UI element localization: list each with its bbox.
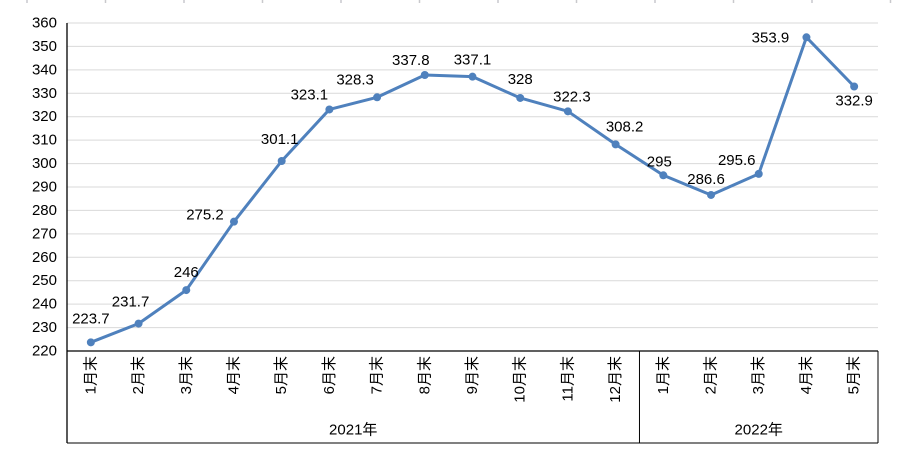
y-tick-label: 260 bbox=[32, 249, 57, 266]
data-point-label: 308.2 bbox=[606, 118, 644, 135]
x-tick-label: 3月末 bbox=[178, 356, 195, 394]
data-point-marker bbox=[134, 319, 143, 328]
y-tick-label: 360 bbox=[32, 15, 57, 32]
data-point-marker bbox=[229, 217, 238, 226]
y-tick-label: 250 bbox=[32, 272, 57, 289]
x-tick-label: 4月末 bbox=[798, 356, 815, 394]
x-tick-label: 6月末 bbox=[321, 356, 338, 394]
data-point-marker bbox=[373, 93, 382, 102]
data-point-marker bbox=[563, 107, 572, 116]
x-tick-label: 10月末 bbox=[512, 356, 529, 403]
y-tick-label: 230 bbox=[32, 319, 57, 336]
y-tick-label: 330 bbox=[32, 85, 57, 102]
x-tick-label: 2月末 bbox=[130, 356, 147, 394]
x-tick-label: 8月末 bbox=[416, 356, 433, 394]
data-point-label: 322.3 bbox=[553, 88, 591, 105]
data-point-label: 353.9 bbox=[752, 29, 790, 46]
data-point-label: 275.2 bbox=[186, 207, 224, 224]
data-point-label: 332.9 bbox=[835, 92, 873, 109]
data-point-label: 328.3 bbox=[336, 71, 374, 88]
data-point-marker bbox=[277, 156, 286, 165]
data-point-marker bbox=[802, 33, 811, 42]
data-point-label: 231.7 bbox=[112, 294, 150, 311]
y-tick-label: 240 bbox=[32, 296, 57, 313]
data-point-label: 295.6 bbox=[718, 152, 756, 169]
data-point-marker bbox=[86, 338, 95, 347]
series-line bbox=[89, 35, 856, 344]
x-tick-label: 5月末 bbox=[846, 356, 863, 394]
x-tick-label: 3月末 bbox=[750, 356, 767, 394]
data-point-label: 323.1 bbox=[291, 86, 329, 103]
x-tick-label: 12月末 bbox=[607, 356, 624, 403]
y-tick-label: 300 bbox=[32, 155, 57, 172]
y-tick-label: 280 bbox=[32, 202, 57, 219]
y-tick-label: 220 bbox=[32, 343, 57, 360]
data-point-marker bbox=[611, 140, 620, 149]
data-point-marker bbox=[420, 71, 429, 80]
data-point-marker bbox=[707, 190, 716, 199]
data-point-label: 337.1 bbox=[454, 52, 492, 69]
x-tick-label: 9月末 bbox=[464, 356, 481, 394]
x-tick-label: 1月末 bbox=[655, 356, 672, 394]
y-tick-label: 350 bbox=[32, 38, 57, 55]
x-tick-label: 1月末 bbox=[82, 356, 99, 394]
y-tick-label: 340 bbox=[32, 61, 57, 78]
data-point-marker bbox=[754, 169, 763, 178]
data-point-label: 246 bbox=[174, 264, 199, 281]
data-point-label: 223.7 bbox=[72, 310, 110, 327]
data-point-marker bbox=[850, 82, 859, 91]
data-point-marker bbox=[468, 72, 477, 81]
x-tick-label: 7月末 bbox=[369, 356, 386, 394]
x-tick-label: 5月末 bbox=[273, 356, 290, 394]
data-point-label: 337.8 bbox=[392, 52, 430, 69]
data-point-label: 286.6 bbox=[687, 171, 725, 188]
data-point-label: 328 bbox=[508, 71, 533, 88]
year-group-label: 2021年 bbox=[329, 422, 377, 439]
year-group-label: 2022年 bbox=[735, 422, 783, 439]
x-tick-label: 11月末 bbox=[559, 356, 576, 402]
y-tick-label: 270 bbox=[32, 225, 57, 242]
y-tick-label: 290 bbox=[32, 179, 57, 196]
data-point-marker bbox=[659, 171, 668, 180]
data-point-marker bbox=[325, 105, 334, 114]
data-point-label: 295 bbox=[647, 153, 672, 170]
data-point-marker bbox=[516, 93, 525, 102]
data-point-marker bbox=[182, 286, 191, 295]
y-tick-label: 310 bbox=[32, 132, 57, 149]
x-tick-label: 4月末 bbox=[225, 356, 242, 394]
x-tick-label: 2月末 bbox=[703, 356, 720, 394]
data-point-label: 301.1 bbox=[261, 131, 299, 148]
y-tick-label: 320 bbox=[32, 108, 57, 125]
